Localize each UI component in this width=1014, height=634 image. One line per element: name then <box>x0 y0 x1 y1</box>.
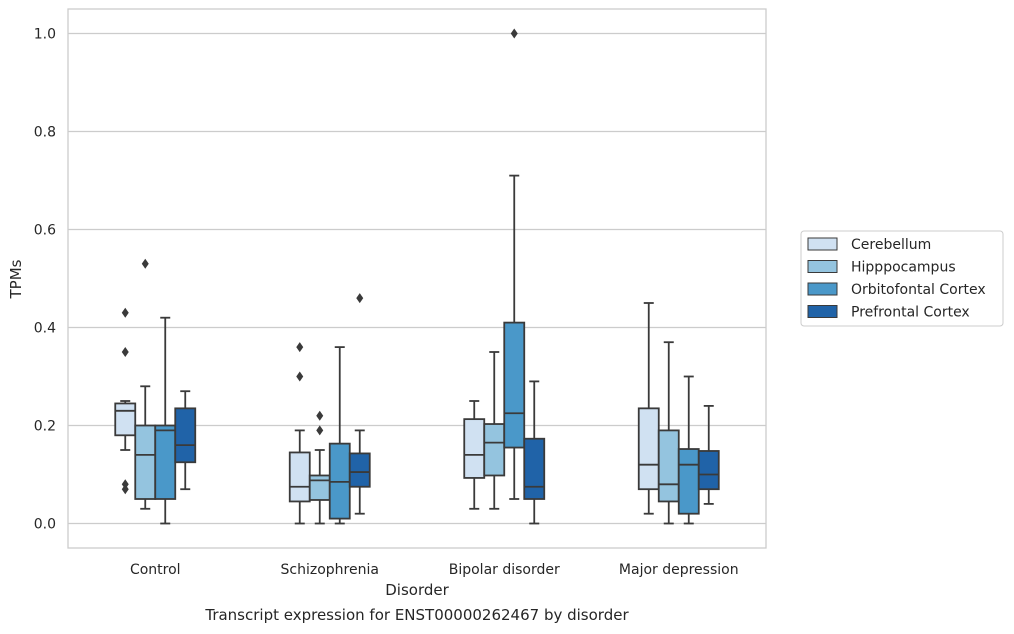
legend-swatch <box>807 282 838 296</box>
box-iqr <box>114 402 137 437</box>
box-iqr <box>154 424 177 500</box>
box-iqr <box>134 424 157 500</box>
legend-swatch <box>807 305 838 318</box>
box-prefrontal-cortex <box>174 390 197 491</box>
box-iqr <box>637 407 660 491</box>
box-cerebellum <box>114 307 137 495</box>
legend-swatch <box>807 237 838 251</box>
legend-swatch <box>807 260 838 273</box>
box-orbitofontal-cortex <box>503 28 526 500</box>
box-hipppocampus <box>657 341 680 525</box>
legend: Cerebellum Hipppocampus Orbitofontal Corte… <box>800 230 1004 327</box>
box-hipppocampus <box>483 351 506 510</box>
outlier-point <box>121 347 129 357</box>
outlier-point <box>121 307 129 318</box>
box-cerebellum <box>463 400 486 510</box>
box-cerebellum <box>637 302 660 515</box>
legend-label: Prefrontal Cortex <box>851 305 970 321</box>
legend-label: Orbitofontal Cortex <box>851 282 986 298</box>
outlier-point <box>316 410 324 421</box>
box-prefrontal-cortex <box>348 293 371 515</box>
y-tick-labels: 0.0 0.2 0.4 0.6 0.8 1.0 <box>34 27 56 533</box>
x-tick-label: Schizophrenia <box>281 562 379 578</box>
legend-frame <box>800 230 1004 327</box>
y-axis-label: TPMs <box>7 259 25 299</box>
x-tick-label: Major depression <box>619 562 739 578</box>
outlier-point <box>141 258 149 269</box>
x-tick-label: Control <box>130 562 181 578</box>
box-orbitofontal-cortex <box>677 375 700 525</box>
outlier-point <box>296 371 304 382</box>
y-tick-label: 0.4 <box>34 321 56 337</box>
legend-label: Cerebellum <box>851 237 931 253</box>
box-iqr <box>348 452 371 488</box>
y-tick-label: 0.8 <box>34 125 56 141</box>
box-iqr <box>308 474 331 501</box>
box-iqr <box>288 451 311 503</box>
box-iqr <box>657 429 680 503</box>
outlier-point <box>316 425 324 436</box>
box-iqr <box>677 448 700 515</box>
figure-caption: Transcript expression for ENST0000026246… <box>205 606 629 624</box>
box-iqr <box>503 321 526 449</box>
outlier-point <box>121 484 129 495</box>
box-cerebellum <box>288 342 311 525</box>
y-tick-label: 0.6 <box>34 223 56 239</box>
box-iqr <box>697 450 720 491</box>
box-iqr <box>463 418 486 479</box>
outlier-point <box>296 342 304 353</box>
y-tick-label: 1.0 <box>34 27 56 43</box>
x-tick-label: Bipolar disorder <box>449 562 560 578</box>
box-orbitofontal-cortex <box>328 346 351 525</box>
outlier-point <box>356 293 364 304</box>
box-orbitofontal-cortex <box>154 316 177 525</box>
box-prefrontal-cortex <box>697 404 720 505</box>
y-tick-label: 0.2 <box>34 419 56 435</box>
x-axis-label: Disorder <box>385 581 449 599</box>
legend-label: Hipppocampus <box>851 260 956 276</box>
box-hipppocampus <box>308 410 331 525</box>
box-hipppocampus <box>134 258 157 510</box>
box-iqr <box>483 423 506 477</box>
y-tick-label: 0.0 <box>34 517 56 533</box>
outlier-point <box>510 28 518 39</box>
box-prefrontal-cortex <box>523 380 546 525</box>
box-iqr <box>523 437 546 500</box>
box-iqr <box>174 407 197 464</box>
boxes <box>114 28 720 525</box>
plot-frame <box>67 8 767 549</box>
x-tick-labels: Control Schizophrenia Bipolar disorder Majo… <box>130 562 739 578</box>
